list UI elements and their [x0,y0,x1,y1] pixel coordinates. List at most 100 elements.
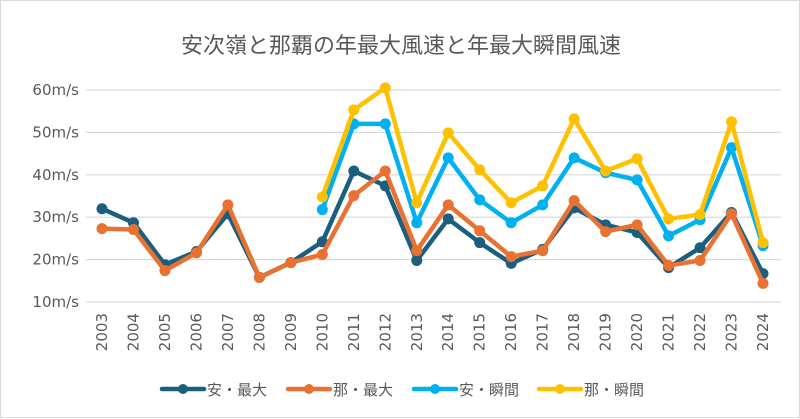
data-point [348,104,360,116]
data-point [631,219,643,231]
x-tick-label: 2005 [156,313,174,351]
y-tick-label: 40m/s [32,166,79,184]
data-point [537,245,549,257]
data-point [663,213,675,225]
chart-title: 安次嶺と那覇の年最大風速と年最大瞬間風速 [181,34,621,59]
data-point [694,242,706,254]
data-point [757,237,769,249]
data-point [474,225,486,237]
data-point [663,260,675,272]
data-point [663,230,675,242]
data-point [694,209,706,221]
legend-label: 安・瞬間 [459,381,519,399]
data-point [568,152,580,164]
data-point [474,237,486,249]
x-tick-label: 2008 [250,313,268,351]
data-point [537,199,549,211]
data-point [757,277,769,289]
y-tick-label: 20m/s [32,251,79,269]
data-point [411,197,423,209]
x-tick-label: 2007 [219,313,237,351]
y-tick-label: 50m/s [32,123,79,141]
data-point [127,223,139,235]
data-point [505,217,517,229]
series-4 [316,82,769,249]
data-point [474,164,486,176]
data-point [505,251,517,263]
data-point [505,197,517,209]
x-tick-label: 2006 [187,313,205,351]
data-point [222,199,234,211]
x-tick-label: 2024 [754,313,772,351]
x-tick-label: 2015 [471,313,489,351]
data-point [348,165,360,177]
data-point [442,152,454,164]
data-point [411,217,423,229]
data-point [631,174,643,186]
data-point [348,190,360,202]
x-tick-label: 2004 [124,313,142,351]
data-point [568,195,580,207]
x-tick-label: 2012 [376,313,394,351]
data-point [96,223,108,235]
data-point [190,247,202,259]
x-tick-label: 2018 [565,313,583,351]
data-point [694,254,706,266]
x-tick-label: 2016 [502,313,520,351]
x-tick-label: 2011 [345,313,363,351]
data-point [316,249,328,261]
legend-item: 那・瞬間 [536,381,644,399]
x-tick-label: 2020 [628,313,646,351]
data-point [537,180,549,192]
x-tick-label: 2023 [723,313,741,351]
x-tick-label: 2017 [534,313,552,351]
series-3 [316,118,769,252]
series-line [101,168,766,285]
data-point [568,113,580,125]
data-point [474,194,486,206]
legend-marker [178,384,188,394]
data-point [285,257,297,269]
data-point [411,254,423,266]
data-point [726,142,738,154]
legend-marker [430,384,440,394]
x-tick-label: 2021 [660,313,678,351]
legend-label: 那・最大 [333,381,393,399]
legend-item: 安・最大 [159,381,267,399]
data-point [379,82,391,94]
data-point [442,199,454,211]
data-point [316,204,328,216]
x-tick-label: 2019 [597,313,615,351]
data-point [600,165,612,177]
data-point [726,116,738,128]
x-tick-label: 2014 [439,313,457,351]
data-point [442,213,454,225]
legend-label: 安・最大 [207,381,267,399]
x-tick-label: 2013 [408,313,426,351]
y-tick-label: 30m/s [32,208,79,226]
y-tick-label: 60m/s [32,81,79,99]
data-point [411,245,423,257]
data-point [96,203,108,215]
data-point [631,153,643,165]
x-tick-label: 2009 [282,313,300,351]
data-point [379,118,391,130]
y-tick-label: 10m/s [32,293,79,311]
x-tick-label: 2010 [313,313,331,351]
data-point [442,127,454,139]
data-point [316,191,328,203]
x-tick-label: 2022 [691,313,709,351]
series-2 [96,165,769,289]
legend-item: 那・最大 [285,381,393,399]
legend-item: 安・瞬間 [411,381,519,399]
data-point [600,226,612,238]
data-point [316,236,328,248]
data-point [726,208,738,220]
data-point [253,271,265,283]
data-point [159,265,171,277]
legend-marker [304,384,314,394]
x-tick-label: 2003 [93,313,111,351]
data-point [379,165,391,177]
